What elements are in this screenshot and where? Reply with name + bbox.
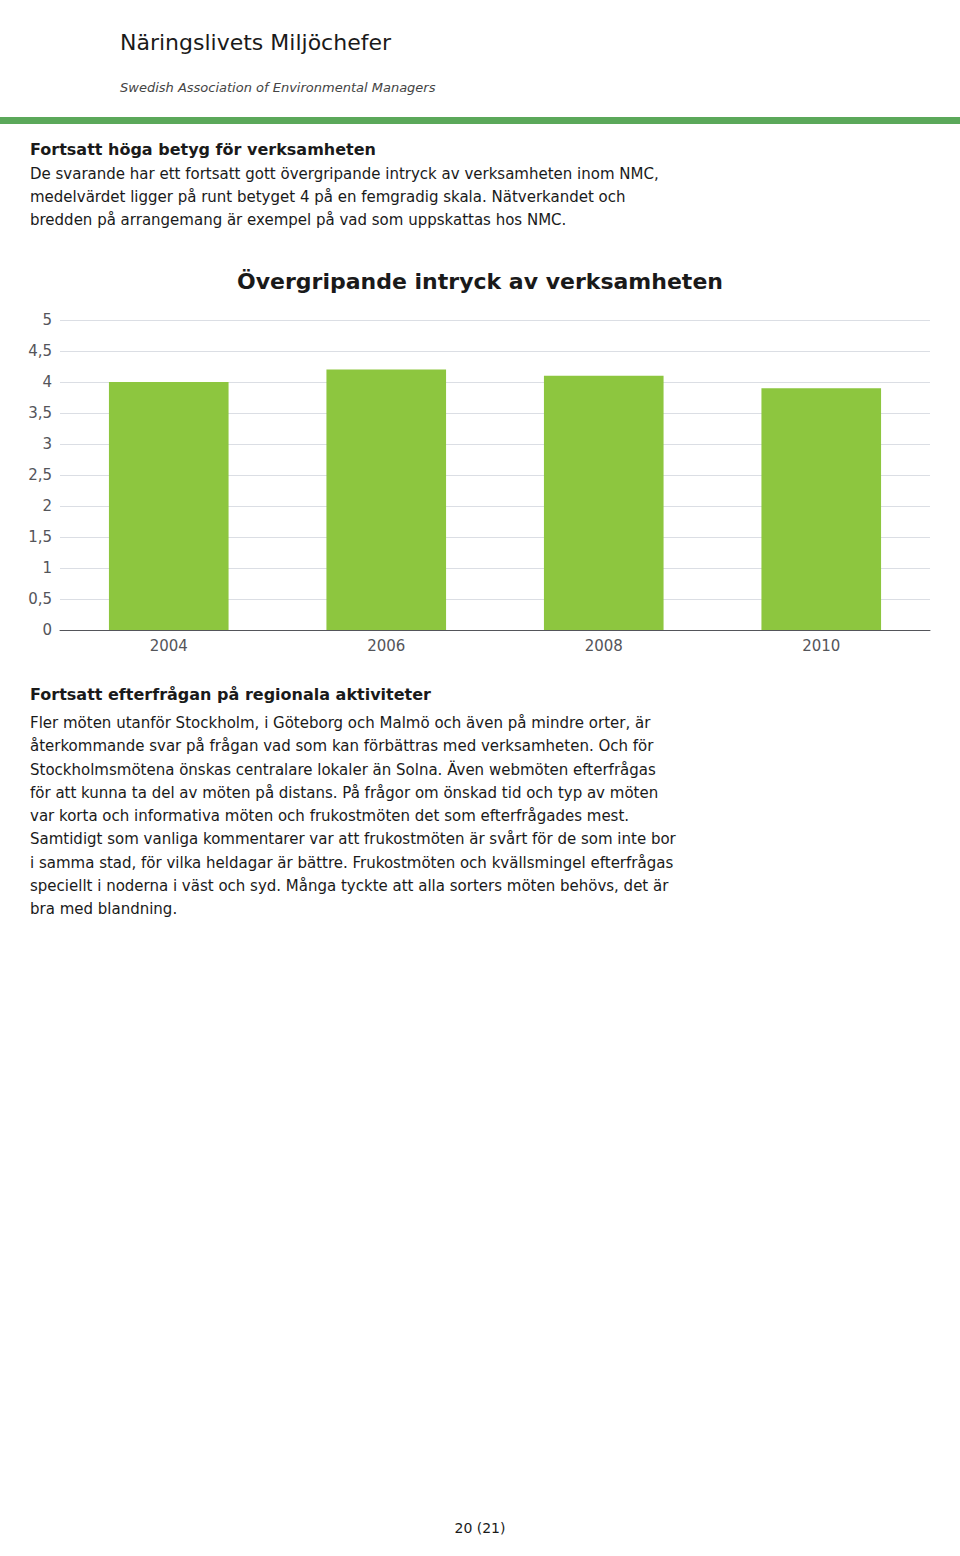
html-text:Fortsatt efterfrågan på region: Fortsatt efterfrågan på regionala aktivi… [30,685,431,704]
svg-text:0: 0 [42,621,52,639]
html-text:20 (21): 20 (21) [454,1520,506,1536]
html-text:Näringslivets Miljöchefer: Näringslivets Miljöchefer [120,30,391,55]
svg-text:2004: 2004 [150,637,188,655]
svg-text:0,5: 0,5 [28,590,52,608]
svg-text:5: 5 [42,311,52,329]
html-text:De svarande har ett fortsatt g: De svarande har ett fortsatt gott övergr… [30,165,659,183]
svg-text:2010: 2010 [802,637,840,655]
svg-text:3: 3 [42,435,52,453]
svg-text:2006: 2006 [367,637,405,655]
html-text:Fler möten utanför Stockholm,: Fler möten utanför Stockholm, i Göteborg… [30,714,676,918]
html-text:Fortsatt höga betyg för verksa: Fortsatt höga betyg för verksamheten [30,140,376,159]
svg-text:1,5: 1,5 [28,528,52,546]
svg-text:2: 2 [42,497,52,515]
html-text:medelvärdet ligger på runt bet: medelvärdet ligger på runt betyget 4 på … [30,188,626,206]
svg-text:3,5: 3,5 [28,404,52,422]
svg-text:Övergripande intryck av verksa: Övergripande intryck av verksamheten [237,269,723,294]
svg-text:2008: 2008 [585,637,623,655]
svg-text:4: 4 [42,373,52,391]
svg-text:4,5: 4,5 [28,342,52,360]
svg-text:1: 1 [42,559,52,577]
html-text:bredden på arrangemang är exem: bredden på arrangemang är exempel på vad… [30,211,567,229]
html-text:Swedish Association of Environ: Swedish Association of Environmental Man… [120,80,436,95]
svg-text:2,5: 2,5 [28,466,52,484]
